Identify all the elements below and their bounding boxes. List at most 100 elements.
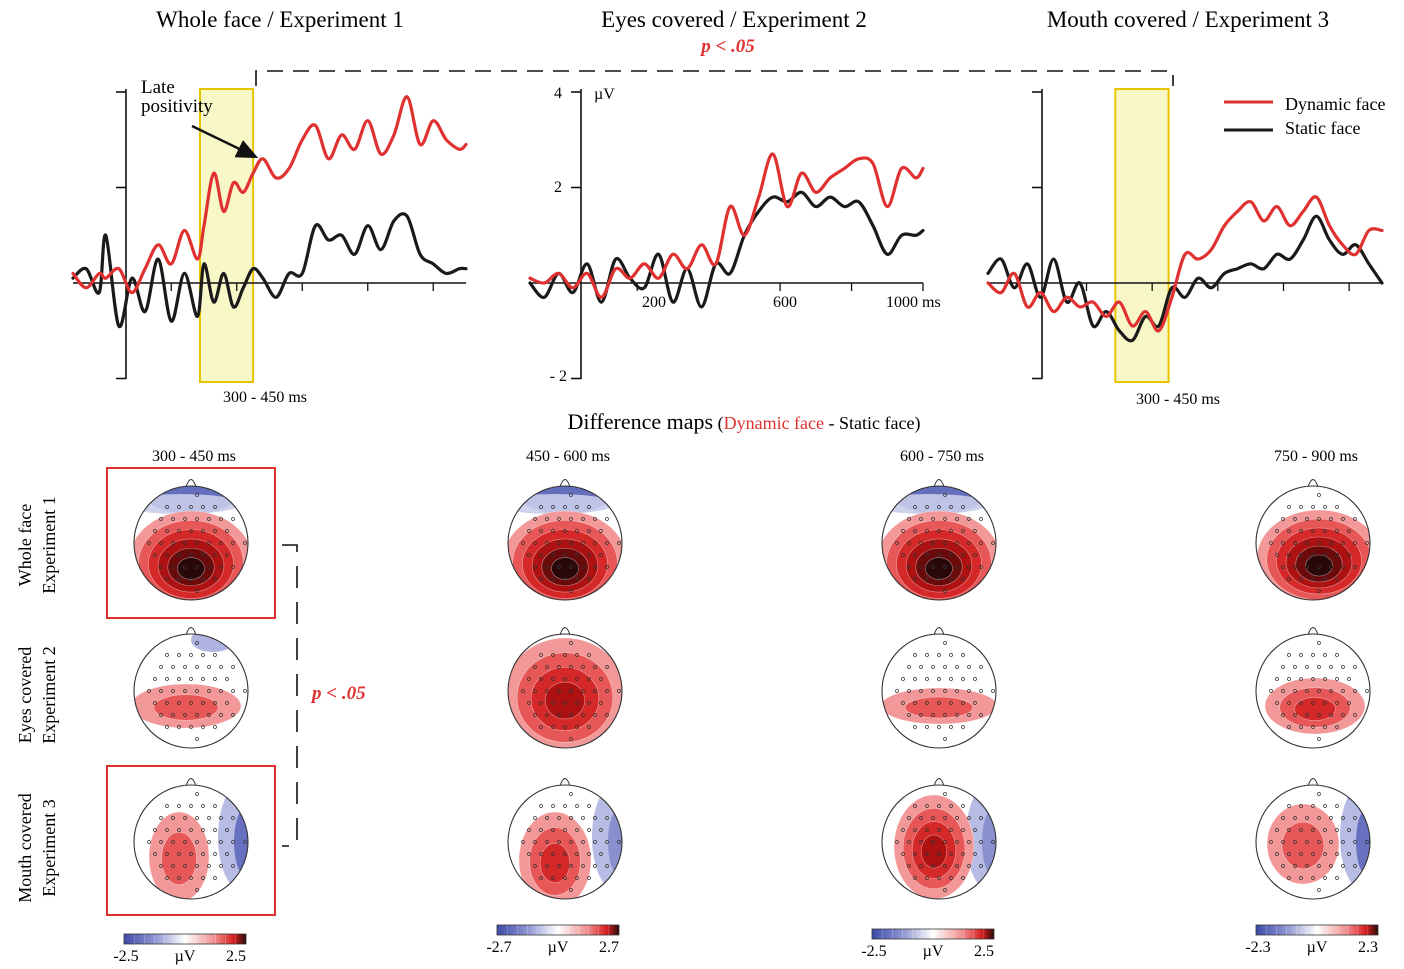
diff-title-main: Difference maps (568, 409, 714, 434)
head-outline (881, 784, 997, 900)
significance-label-side: p < .05 (310, 683, 366, 704)
head-outline (1255, 784, 1371, 900)
legend-label-dynamic: Dynamic face (1285, 94, 1385, 114)
topo-map-r1-c3 (881, 479, 997, 601)
row-label-exp2-line2: Experiment 2 (39, 646, 59, 743)
window-label-exp1: 300 - 450 ms (223, 389, 307, 406)
row-label-exp1: Whole face Experiment 1 (15, 496, 59, 593)
head-outline (507, 485, 623, 601)
topo-map-r2-c1 (133, 627, 249, 749)
head-nose (185, 778, 197, 787)
series-line-dynamic-face (528, 152, 925, 299)
positive-contour (153, 694, 219, 721)
y-tick-label: 2 (554, 179, 562, 196)
head-outline (881, 485, 997, 601)
positive-contour (177, 557, 205, 580)
colorbar-max: 2.5 (974, 943, 994, 960)
diff-title-static: Static face) (839, 413, 920, 434)
annotation-late: Late (141, 77, 175, 98)
series-line-dynamic-face (71, 95, 468, 295)
topo-map-r2-c2 (507, 627, 623, 749)
colorbar-4: -2.3 µV 2.3 (1245, 924, 1379, 956)
colorbar-max: 2.3 (1358, 939, 1378, 956)
row-label-exp3-line2: Experiment 3 (39, 799, 59, 896)
colorbar-max: 2.5 (226, 948, 246, 965)
series-line-static-face (71, 212, 468, 328)
colorbar-min: -2.5 (861, 943, 886, 960)
diff-title-dash: - (824, 413, 839, 433)
diff-title-dynamic: Dynamic face (724, 413, 824, 433)
head-nose (1307, 627, 1319, 636)
legend-label-static: Static face (1285, 118, 1360, 138)
erp-plot-exp2 (528, 89, 925, 380)
x-tick-label: 1000 ms (886, 294, 941, 311)
positive-contour (904, 696, 974, 719)
head-nose (185, 479, 197, 488)
row-label-exp2: Eyes covered Experiment 2 (15, 646, 59, 743)
time-window-3: 600 - 750 ms (900, 448, 984, 465)
head-outline (133, 485, 249, 601)
erp-title-exp2: Eyes covered / Experiment 2 (601, 7, 867, 32)
positive-contour (925, 557, 953, 580)
series-line-dynamic-face (986, 195, 1384, 333)
colorbar-unit: µV (1307, 939, 1328, 956)
topo-map-r3-c3 (881, 778, 997, 900)
highlight-box-exp3 (106, 765, 276, 916)
head-outline (507, 633, 623, 749)
y-tick-label: - 2 (550, 368, 567, 385)
head-outline (133, 633, 249, 749)
row-label-exp2-line1: Eyes covered (15, 647, 35, 743)
colorbar-min: -2.3 (1245, 939, 1270, 956)
colorbar-min: -2.7 (486, 939, 511, 956)
head-outline (507, 784, 623, 900)
diff-title-open: ( (718, 413, 724, 434)
head-nose (559, 479, 571, 488)
significance-window (199, 88, 255, 383)
colorbar-3: -2.5 µV 2.5 (861, 928, 995, 960)
colorbar-unit: µV (923, 943, 944, 960)
x-tick-label: 200 (642, 294, 666, 311)
positive-contour (544, 681, 586, 720)
head-outline (1255, 633, 1371, 749)
significance-label-top: p < .05 (699, 36, 755, 57)
positive-contour (161, 831, 197, 886)
topo-map-r1-c1 (133, 479, 249, 601)
erp-plot-exp3 (986, 88, 1384, 383)
positive-contour (920, 834, 948, 869)
row-label-exp1-line2: Experiment 1 (39, 496, 59, 593)
colorbar-unit: µV (175, 948, 196, 965)
x-tick-label: 600 (773, 294, 797, 311)
annotation-positivity: positivity (141, 96, 213, 117)
head-nose (559, 627, 571, 636)
row-label-exp1-line1: Whole face (15, 504, 35, 586)
row-label-exp3-line1: Mouth covered (15, 793, 35, 902)
positive-contour (551, 557, 579, 580)
topo-map-r3-c1 (133, 778, 249, 900)
colorbars: -2.5 µV 2.5 -2.7 µV 2.7 -2.5 µV 2.5 -2.3 µV 2.3 (113, 924, 1379, 965)
highlight-box-exp1 (106, 467, 276, 619)
topo-map-r1-c4 (1255, 479, 1371, 601)
erp-plot-exp1 (71, 88, 468, 383)
topographic-maps (133, 479, 1371, 900)
significance-window (1114, 88, 1170, 383)
head-outline (1255, 485, 1371, 601)
significance-bracket-top (255, 70, 1174, 86)
topo-map-r2-c4 (1255, 627, 1371, 749)
time-window-1: 300 - 450 ms (152, 448, 236, 465)
head-nose (1307, 778, 1319, 787)
head-nose (933, 627, 945, 636)
colorbar-min: -2.5 (113, 948, 138, 965)
series-line-static-face (528, 190, 925, 309)
row-label-exp3: Mouth covered Experiment 3 (15, 793, 59, 902)
head-nose (185, 627, 197, 636)
series-line-static-face (986, 214, 1384, 343)
colorbar-2: -2.7 µV 2.7 (486, 924, 620, 956)
positive-contour (539, 842, 571, 884)
colorbar-max: 2.7 (599, 939, 619, 956)
positive-contour (1294, 697, 1336, 721)
erp-title-exp1: Whole face / Experiment 1 (156, 7, 404, 32)
positive-contour (1281, 821, 1325, 870)
head-outline (881, 633, 997, 749)
head-outline (133, 784, 249, 900)
